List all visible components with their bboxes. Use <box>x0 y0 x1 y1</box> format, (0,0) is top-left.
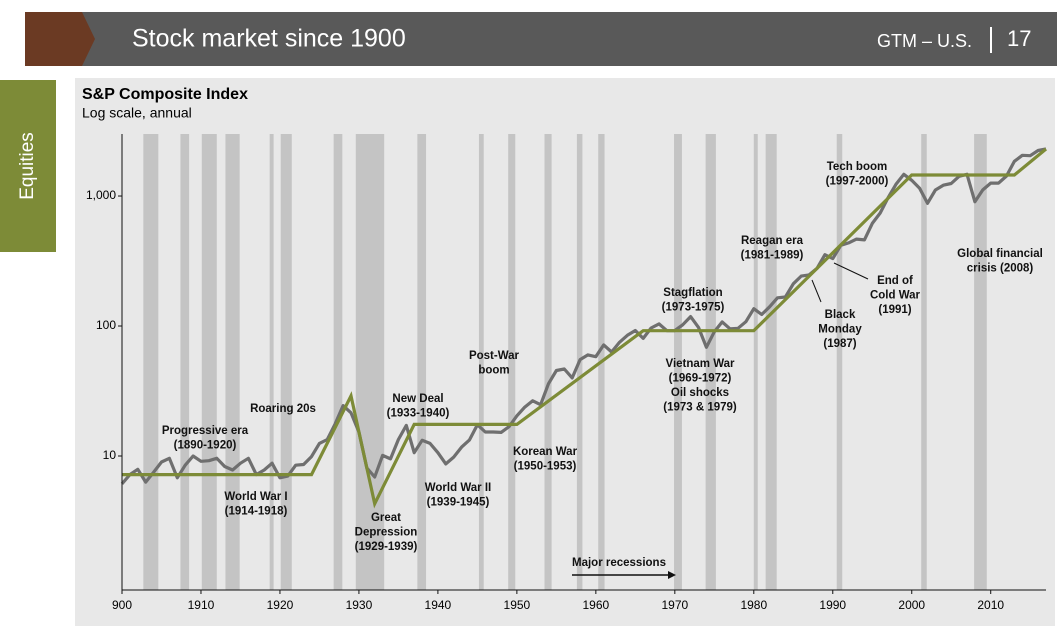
annotation: World War I <box>224 491 287 503</box>
recession-band <box>705 134 716 590</box>
annotation: Global financial <box>957 248 1043 260</box>
header-title: Stock market since 1900 <box>132 25 406 53</box>
x-tick-label: 1910 <box>188 598 215 612</box>
annotation: (1973 & 1979) <box>663 402 737 414</box>
annotation: (1890-1920) <box>174 440 237 452</box>
legend-arrowhead <box>668 571 676 579</box>
y-tick-label: 100 <box>96 318 116 332</box>
annotation: (1987) <box>823 338 856 350</box>
recession-band <box>333 134 343 590</box>
annotation: Korean War <box>513 446 578 458</box>
section-label: Equities <box>17 132 38 200</box>
header-chevron <box>25 12 95 66</box>
recession-band <box>280 134 292 590</box>
recession-band <box>201 134 217 590</box>
callout-line <box>833 262 869 280</box>
annotation: Great <box>371 512 401 524</box>
x-tick-label: 1950 <box>504 598 531 612</box>
annotation: Post-War <box>469 350 520 362</box>
header-bar <box>75 12 1057 66</box>
x-tick-label: 1990 <box>819 598 846 612</box>
annotation: (1973-1975) <box>662 302 725 314</box>
annotation: crisis (2008) <box>967 263 1034 275</box>
x-tick-label: 900 <box>112 598 132 612</box>
recession-band <box>753 134 758 590</box>
annotation: Vietnam War <box>665 358 735 370</box>
annotation: boom <box>478 365 509 377</box>
legend-label: Major recessions <box>572 557 666 569</box>
annotation: (1933-1940) <box>387 408 450 420</box>
recession-band <box>508 134 516 590</box>
recession-band <box>974 134 987 590</box>
y-tick-label: 10 <box>103 448 117 462</box>
annotation: Roaring 20s <box>250 403 316 415</box>
annotation: (1981-1989) <box>741 250 804 262</box>
annotation: End of <box>877 275 913 287</box>
recession-band <box>921 134 927 590</box>
chart-subtitle: Log scale, annual <box>82 105 192 121</box>
annotation: (1939-1945) <box>427 497 490 509</box>
recession-band <box>143 134 159 590</box>
header-source: GTM – U.S. <box>877 31 972 51</box>
annotation: Cold War <box>870 290 921 302</box>
x-tick-label: 2010 <box>977 598 1004 612</box>
price-line <box>120 147 1047 485</box>
recession-band <box>180 134 190 590</box>
annotation: Depression <box>355 527 418 539</box>
x-tick-label: 1920 <box>267 598 294 612</box>
annotation: Black <box>825 309 856 321</box>
annotation: (1950-1953) <box>514 461 577 473</box>
recession-band <box>674 134 682 590</box>
section-tab <box>0 80 56 252</box>
recession-band <box>836 134 843 590</box>
trend-line <box>122 147 1048 509</box>
annotation: New Deal <box>392 393 443 405</box>
recession-band <box>544 134 552 590</box>
annotation: (1969-1972) <box>669 373 732 385</box>
x-tick-label: 1960 <box>582 598 609 612</box>
recession-band <box>355 134 385 590</box>
x-tick-label: 1930 <box>346 598 373 612</box>
recession-band <box>417 134 427 590</box>
recession-band <box>478 134 484 590</box>
annotation: Reagan era <box>741 235 804 247</box>
x-tick-label: 2000 <box>898 598 925 612</box>
recession-band <box>225 134 240 590</box>
annotation: (1997-2000) <box>826 176 889 188</box>
recession-band <box>765 134 777 590</box>
annotation: Tech boom <box>827 161 887 173</box>
header-page: 17 <box>1007 26 1031 51</box>
annotation: World War II <box>425 482 491 494</box>
chart-title: S&P Composite Index <box>82 86 248 103</box>
annotation: (1914-1918) <box>225 506 288 518</box>
annotation: Oil shocks <box>671 387 729 399</box>
x-tick-label: 1940 <box>425 598 452 612</box>
x-tick-label: 1970 <box>661 598 688 612</box>
recession-band <box>269 134 274 590</box>
x-tick-label: 1980 <box>740 598 767 612</box>
y-tick-label: 1,000 <box>86 188 116 202</box>
annotation: (1929-1939) <box>355 541 418 553</box>
callout-line <box>811 279 822 303</box>
chart-panel <box>75 78 1055 626</box>
annotation: Stagflation <box>663 287 722 299</box>
annotation: Monday <box>818 324 862 336</box>
annotation: Progressive era <box>162 425 249 437</box>
annotation: (1991) <box>878 304 911 316</box>
